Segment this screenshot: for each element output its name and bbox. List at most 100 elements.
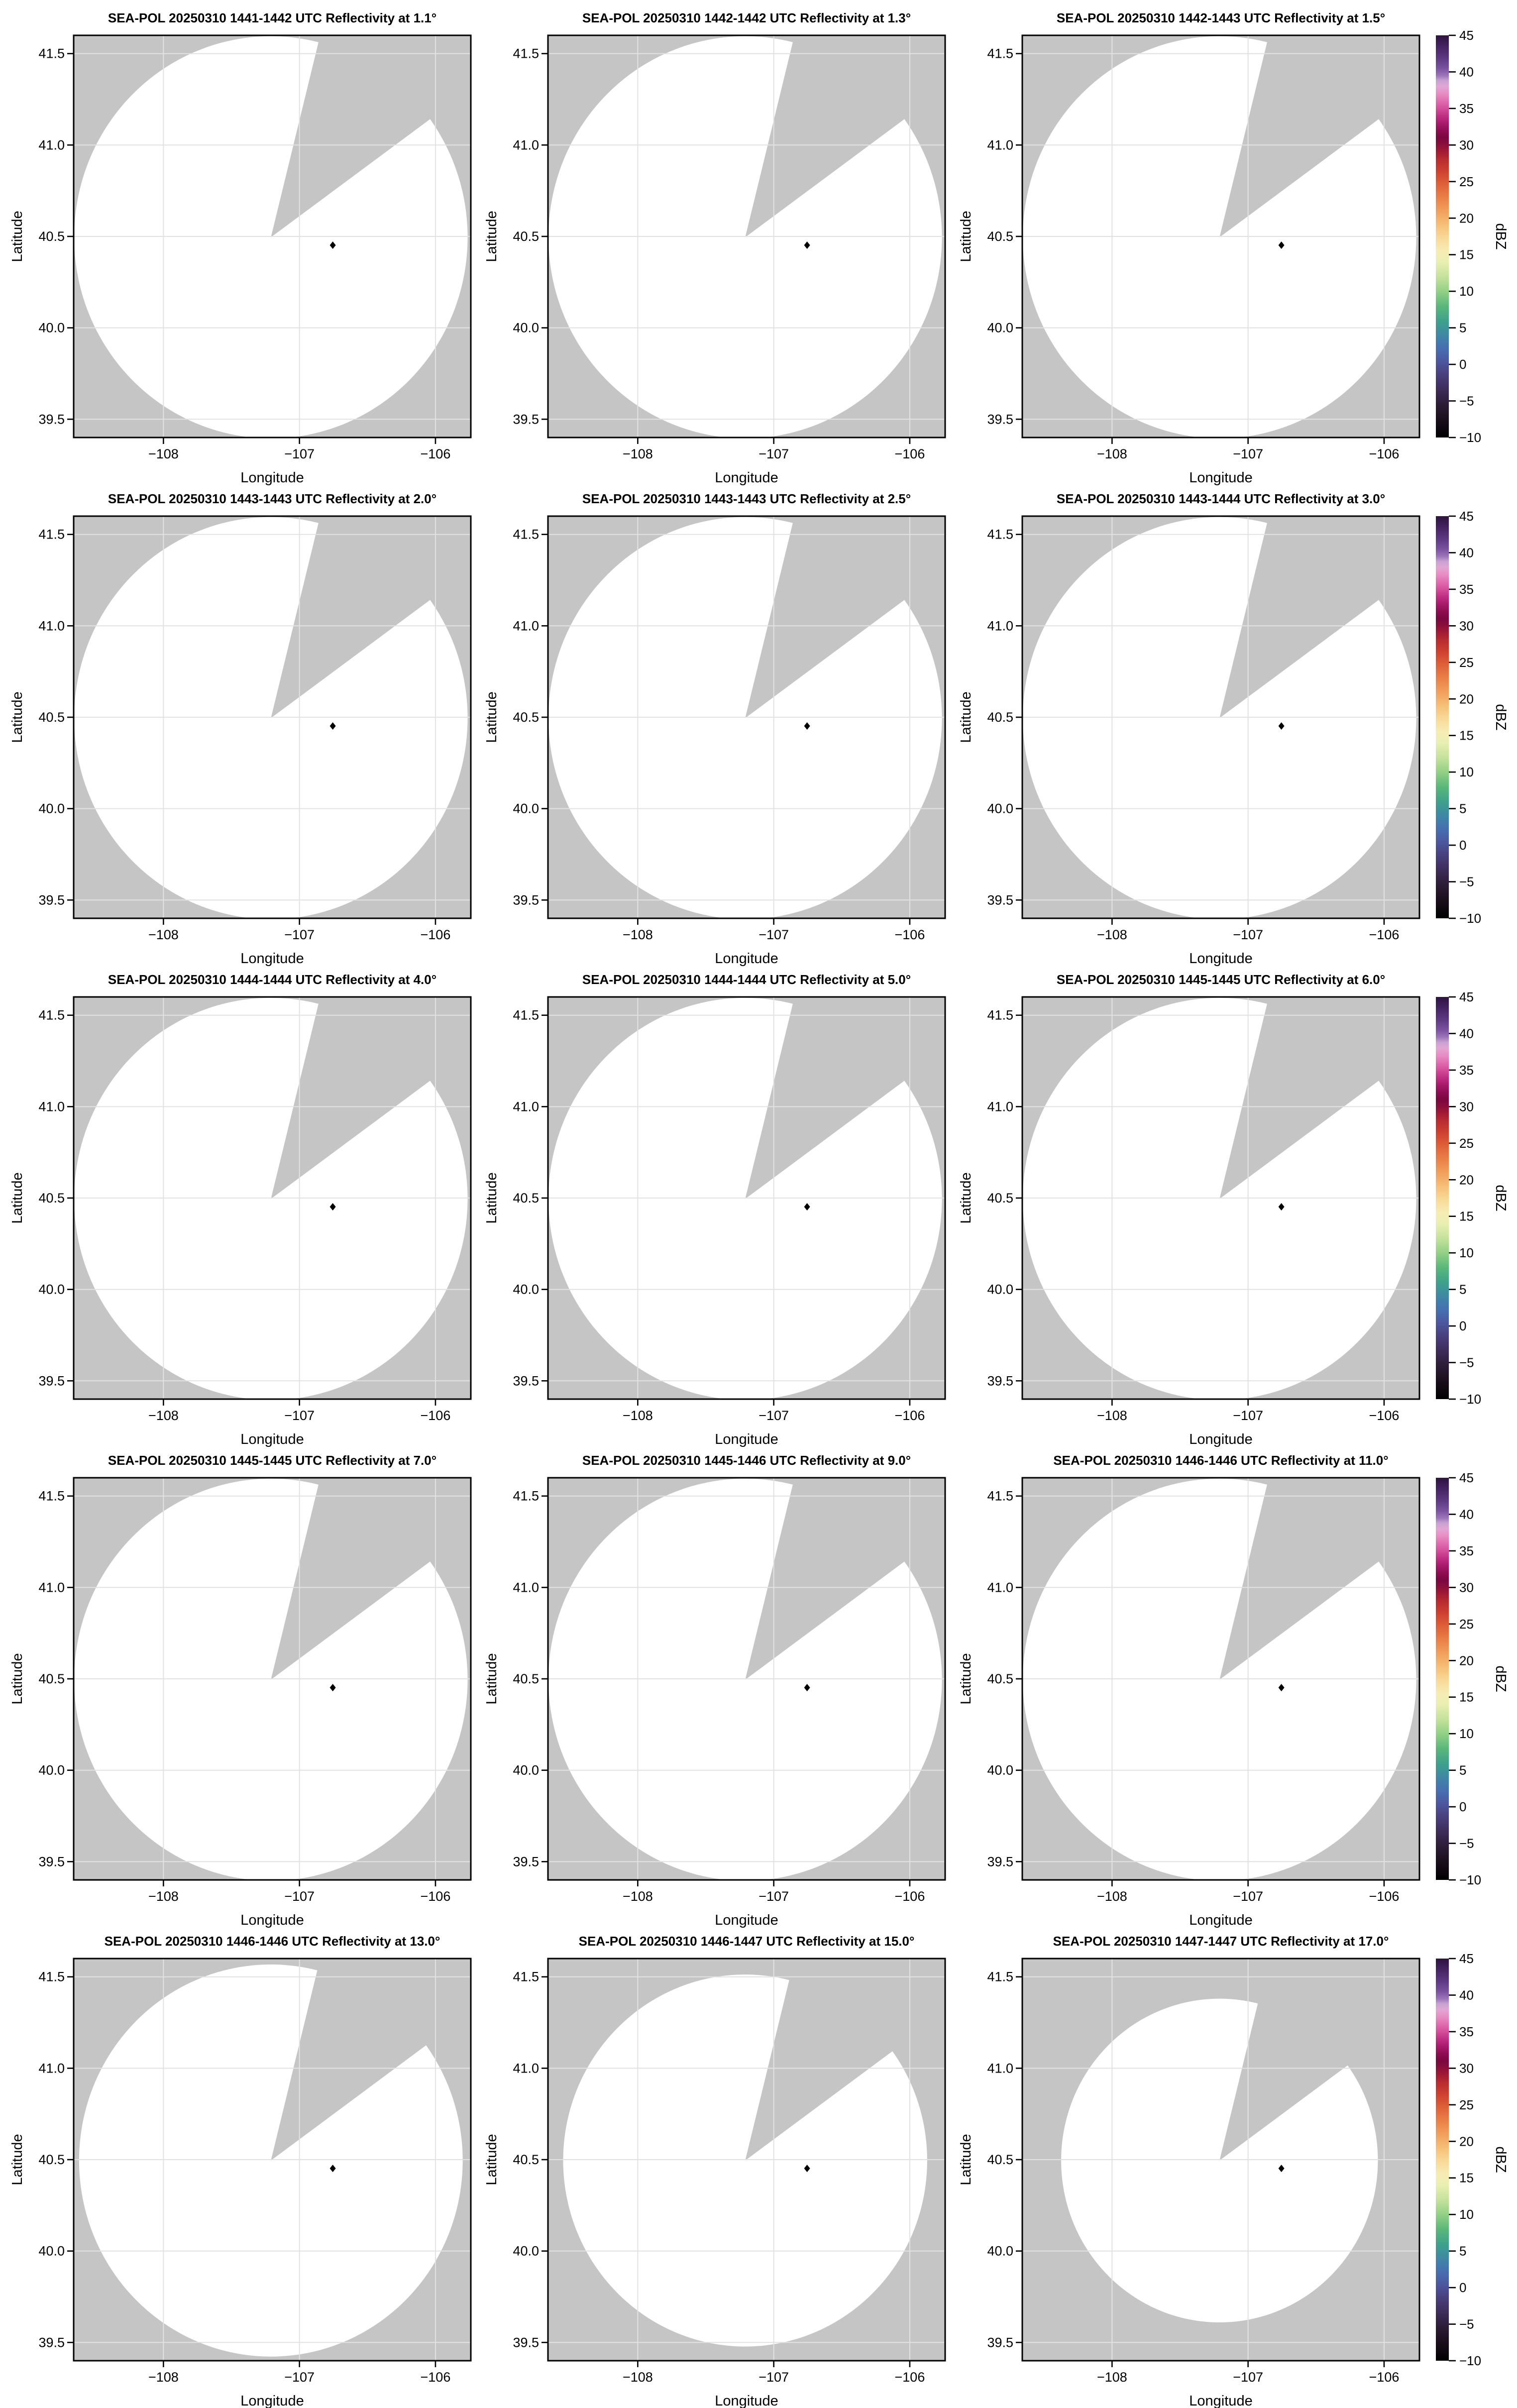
x-tick-label: −106 <box>1369 1889 1400 1904</box>
panel-title: SEA-POL 20250310 1445-1446 UTC Reflectiv… <box>582 1453 911 1468</box>
x-tick-label: −107 <box>284 2370 315 2385</box>
ppi-panel-4: −108 −107 −106 41.5 41.0 40.5 40.0 39.5 SEA-POL … <box>9 491 472 967</box>
colorbar-tick-label: 25 <box>1459 2097 1474 2112</box>
panel-title: SEA-POL 20250310 1446-1446 UTC Reflectiv… <box>105 1934 440 1949</box>
panel-title: SEA-POL 20250310 1442-1443 UTC Reflectiv… <box>1057 10 1385 25</box>
y-tick-label: 41.5 <box>987 1008 1013 1023</box>
y-tick-label: 41.5 <box>38 1489 65 1504</box>
y-tick-label: 40.5 <box>513 710 539 725</box>
site-marker-diamond-icon <box>1278 241 1285 249</box>
panel-title: SEA-POL 20250310 1443-1444 UTC Reflectiv… <box>1057 491 1385 506</box>
x-tick-label: −108 <box>148 1408 179 1423</box>
colorbar-row-5: 45 40 35 30 25 20 15 10 5 0 −5 −10 dBZ <box>1436 1951 1509 2368</box>
x-axis-label: Longitude <box>715 2393 778 2408</box>
panel-title: SEA-POL 20250310 1442-1442 UTC Reflectiv… <box>582 10 911 25</box>
colorbar-row-2: 45 40 35 30 25 20 15 10 5 0 −5 −10 dBZ <box>1436 509 1509 926</box>
x-tick-label: −106 <box>421 2370 451 2385</box>
colorbar-tick-label: −10 <box>1459 2353 1481 2368</box>
colorbar-tick-label: 30 <box>1459 2061 1474 2076</box>
colorbar-tick-label: 25 <box>1459 655 1474 670</box>
x-tick-label: −108 <box>623 446 653 461</box>
x-tick-label: −108 <box>1097 927 1127 942</box>
colorbar-row-1: 45 40 35 30 25 20 15 10 5 0 −5 −10 dBZ <box>1436 28 1509 445</box>
y-tick-label: 41.0 <box>987 1580 1013 1595</box>
x-tick-label: −108 <box>623 2370 653 2385</box>
colorbar-label: dBZ <box>1493 1185 1509 1211</box>
x-tick-label: −107 <box>758 1889 789 1904</box>
colorbar-row-4: 45 40 35 30 25 20 15 10 5 0 −5 −10 dBZ <box>1436 1470 1509 1887</box>
colorbar-tick-label: 0 <box>1459 838 1466 853</box>
y-tick-label: 40.5 <box>987 1191 1013 1205</box>
y-tick-label: 39.5 <box>513 2335 539 2350</box>
y-tick-label: 40.5 <box>38 2152 65 2167</box>
ppi-panel-11: −108 −107 −106 41.5 41.0 40.5 40.0 39.5 SEA-POL … <box>484 1453 946 1928</box>
y-tick-label: 39.5 <box>987 2335 1013 2350</box>
x-tick-label: −106 <box>895 446 925 461</box>
colorbar-tick-label: 35 <box>1459 2024 1474 2039</box>
x-tick-label: −106 <box>1369 446 1400 461</box>
radar-coverage <box>79 1964 463 2357</box>
ppi-panel-8: −108 −107 −106 41.5 41.0 40.5 40.0 39.5 SEA-POL … <box>484 972 946 1447</box>
y-tick-label: 39.5 <box>38 1854 65 1869</box>
x-tick-label: −108 <box>1097 446 1127 461</box>
x-tick-label: −106 <box>421 446 451 461</box>
colorbar-tick-label: 15 <box>1459 2171 1474 2186</box>
colorbar-tick-label: 25 <box>1459 174 1474 189</box>
x-axis-label: Longitude <box>1189 2393 1252 2408</box>
y-axis-label: Latitude <box>958 2134 974 2185</box>
colorbar-tick-label: 35 <box>1459 101 1474 116</box>
colorbar-tick-label: 45 <box>1459 28 1474 43</box>
colorbar-tick-label: 0 <box>1459 1318 1466 1333</box>
y-tick-label: 41.5 <box>38 527 65 542</box>
ppi-panel-14: −108 −107 −106 41.5 41.0 40.5 40.0 39.5 SEA-POL … <box>484 1934 946 2408</box>
colorbar-tick-label: −10 <box>1459 911 1481 926</box>
y-tick-label: 40.5 <box>987 1671 1013 1686</box>
x-tick-label: −106 <box>1369 927 1400 942</box>
y-tick-label: 39.5 <box>987 1373 1013 1388</box>
y-tick-label: 41.0 <box>38 2061 65 2076</box>
colorbar-tick-label: 45 <box>1459 1470 1474 1485</box>
y-tick-label: 40.5 <box>987 229 1013 244</box>
x-tick-label: −107 <box>758 927 789 942</box>
colorbar-tick-label: −5 <box>1459 1836 1474 1851</box>
x-axis-label: Longitude <box>1189 1912 1252 1928</box>
y-tick-label: 39.5 <box>987 1854 1013 1869</box>
colorbar-row-3: 45 40 35 30 25 20 15 10 5 0 −5 −10 dBZ <box>1436 989 1509 1407</box>
colorbar-tick-label: 0 <box>1459 1799 1466 1814</box>
x-tick-label: −107 <box>284 927 315 942</box>
colorbar-tick-label: 5 <box>1459 1282 1466 1297</box>
y-tick-label: 41.5 <box>987 46 1013 61</box>
colorbar-tick-label: 40 <box>1459 1507 1474 1522</box>
x-axis-label: Longitude <box>715 470 778 486</box>
colorbar-tick-label: −10 <box>1459 1872 1481 1887</box>
y-tick-label: 39.5 <box>513 1373 539 1388</box>
x-tick-label: −108 <box>148 446 179 461</box>
x-tick-label: −108 <box>1097 1408 1127 1423</box>
y-tick-label: 41.5 <box>513 527 539 542</box>
y-tick-label: 41.5 <box>513 1970 539 1984</box>
colorbar <box>1436 997 1449 1399</box>
colorbar-tick-label: 10 <box>1459 284 1474 299</box>
ppi-panel-6: −108 −107 −106 41.5 41.0 40.5 40.0 39.5 SEA-POL … <box>958 491 1420 967</box>
y-tick-label: 39.5 <box>38 1373 65 1388</box>
panel-title: SEA-POL 20250310 1447-1447 UTC Reflectiv… <box>1053 1934 1389 1949</box>
site-marker-diamond-icon <box>804 722 810 730</box>
x-tick-label: −108 <box>148 927 179 942</box>
y-tick-label: 40.5 <box>987 2152 1013 2167</box>
y-tick-label: 41.0 <box>38 1580 65 1595</box>
x-tick-label: −107 <box>1233 1889 1263 1904</box>
site-marker-diamond-icon <box>804 1684 810 1692</box>
x-tick-label: −107 <box>758 446 789 461</box>
colorbar-tick-label: 45 <box>1459 1951 1474 1966</box>
y-tick-label: 39.5 <box>38 2335 65 2350</box>
colorbar-tick-label: 10 <box>1459 2207 1474 2222</box>
y-tick-label: 41.0 <box>987 1099 1013 1114</box>
ppi-panel-2: −108 −107 −106 41.5 41.0 40.5 40.0 39.5 SEA-POL … <box>484 10 946 486</box>
y-tick-label: 40.5 <box>513 2152 539 2167</box>
y-tick-label: 41.0 <box>513 137 539 152</box>
x-axis-label: Longitude <box>715 1431 778 1447</box>
x-tick-label: −106 <box>1369 1408 1400 1423</box>
y-tick-label: 41.0 <box>987 137 1013 152</box>
